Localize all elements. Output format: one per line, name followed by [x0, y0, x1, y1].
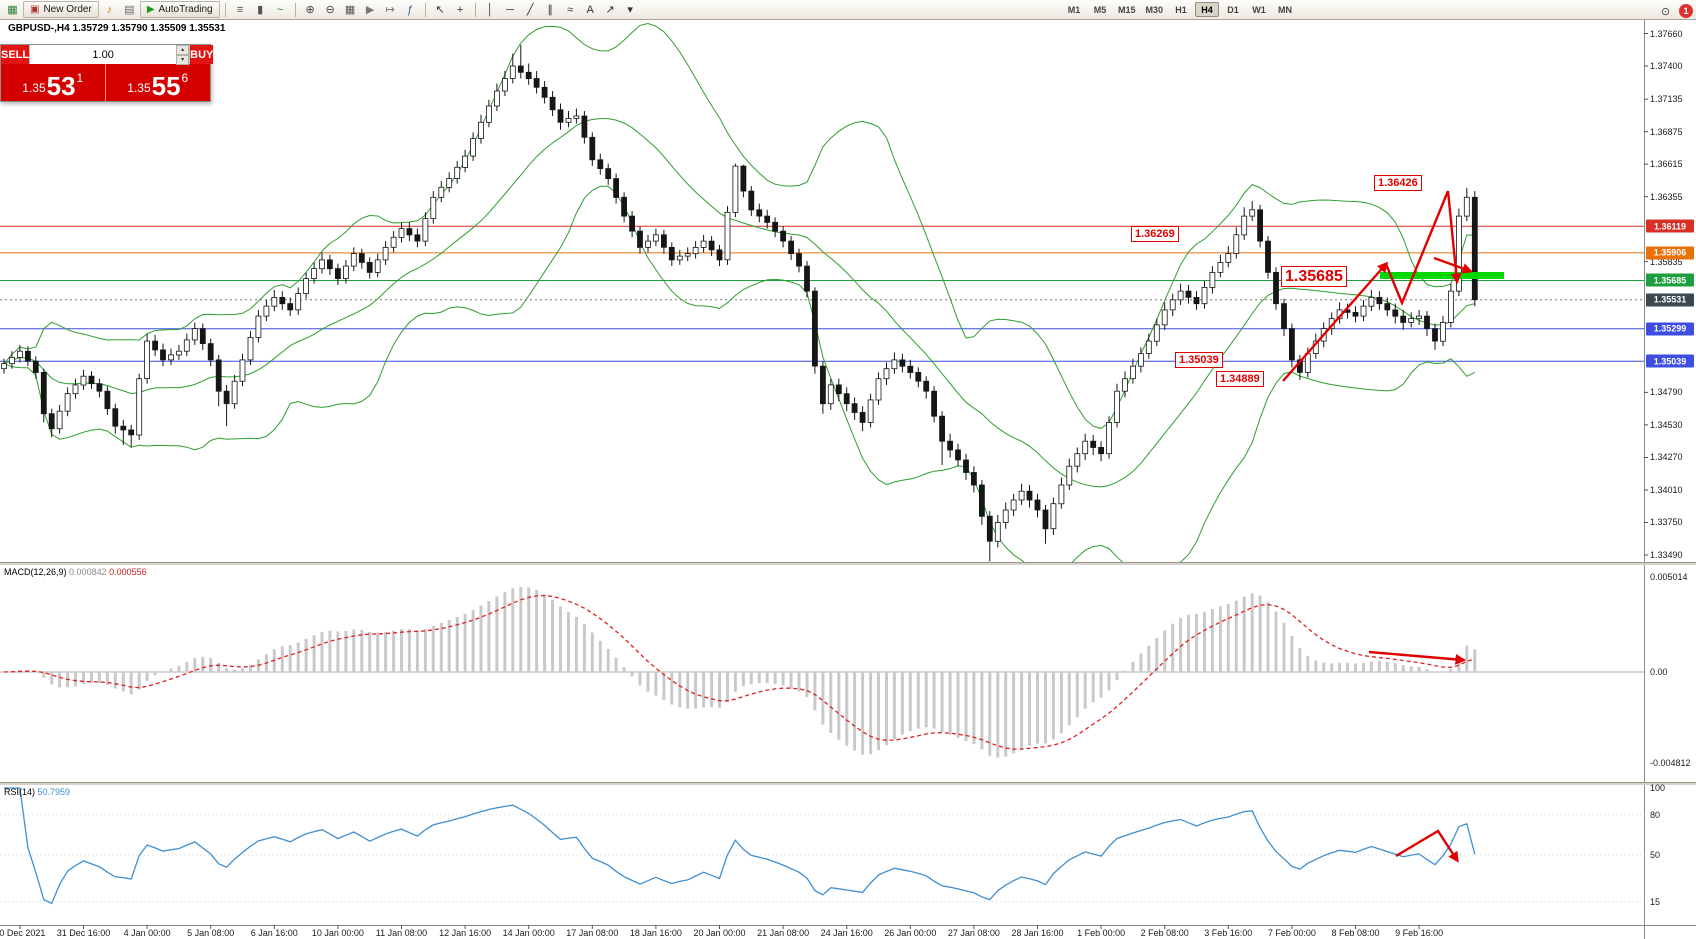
volume-input[interactable] [30, 45, 177, 64]
timeframe-button-m15[interactable]: M15 [1118, 4, 1136, 15]
timeframe-button-mn[interactable]: MN [1278, 4, 1293, 15]
toolbar-left-group: ▦ ▣ New Order ♪ ▤ ▶ AutoTrading ≡ ▮ ~ ⊕ ⊖ ▦ ▶ ↦ ƒ ↖ + │ ─ ╱ ∥… [3, 1, 640, 18]
rsi-label: RSI(14) 50.7959 [4, 787, 71, 797]
trend-arrow-macd[interactable] [1368, 650, 1467, 665]
autotrading-button[interactable]: ▶ AutoTrading [139, 1, 220, 18]
main-chart-layer [0, 22, 1644, 562]
macd-layer [0, 586, 1644, 758]
toolbar-right-icons: ⊙ [1656, 3, 1675, 19]
crosshair-icon[interactable]: + [456, 3, 464, 16]
new-order-button[interactable]: ▣ New Order [23, 1, 99, 18]
new-chart-icon[interactable]: ▦ [7, 4, 18, 16]
annotation-price-label[interactable]: 1.35039 [1175, 352, 1223, 368]
timeframe-button-h1[interactable]: H1 [1175, 4, 1187, 15]
line-chart-icon[interactable]: ~ [276, 3, 284, 16]
bollinger-upper-line [3, 22, 1475, 429]
bollinger-middle-line [3, 118, 1475, 488]
rsi-line [4, 787, 1476, 905]
sell-price-big: 53 [46, 71, 76, 101]
trend-arrow-rsi[interactable] [1395, 829, 1459, 863]
auto-scroll-icon[interactable]: ▶ [365, 4, 375, 16]
trend-arrow-main[interactable] [1433, 256, 1474, 274]
annotation-price-label[interactable]: 1.36269 [1131, 226, 1179, 242]
volume-up-button[interactable]: ▴ [176, 45, 190, 55]
toolbar-separator [474, 2, 476, 17]
sell-price-button[interactable]: 1.35 53 1 [1, 64, 106, 101]
shapes-dropdown-icon[interactable]: ▾ [627, 4, 633, 16]
symbol-info: GBPUSD-,H4 1.35729 1.35790 1.35509 1.355… [8, 23, 226, 34]
tile-windows-icon[interactable]: ▦ [344, 4, 356, 16]
timeframe-button-m1[interactable]: M1 [1067, 4, 1081, 15]
volume-down-button[interactable]: ▾ [176, 55, 190, 65]
sell-price-prefix: 1.35 [22, 81, 46, 95]
zoom-in-icon[interactable]: ⊕ [305, 4, 315, 16]
sell-button[interactable]: SELL [1, 45, 30, 64]
trendline-icon[interactable]: ╱ [526, 4, 534, 16]
rsi-layer [0, 787, 1644, 905]
buy-price-sup: 6 [181, 71, 189, 85]
vertical-line-icon[interactable]: │ [486, 3, 494, 16]
new-order-button-label: New Order [43, 4, 92, 15]
notification-badge[interactable]: 1 [1679, 4, 1693, 18]
text-label-icon[interactable]: A [586, 3, 594, 16]
sell-price-sup: 1 [76, 71, 84, 85]
autotrading-button-icon: ▶ [146, 4, 155, 15]
buy-price-prefix: 1.35 [127, 81, 151, 95]
autotrading-button-label: AutoTrading [158, 4, 213, 15]
indicators-icon[interactable]: ƒ [407, 3, 414, 16]
annotation-price-label[interactable]: 1.35685 [1281, 266, 1347, 287]
zoom-out-icon[interactable]: ⊖ [325, 4, 335, 16]
panel-separator-macd-rsi[interactable] [0, 782, 1696, 785]
timeframe-button-m5[interactable]: M5 [1093, 4, 1107, 15]
sound-icon[interactable]: ♪ [106, 3, 113, 16]
toolbar-separator [294, 2, 296, 17]
trend-arrow-main[interactable] [1384, 190, 1450, 307]
toolbar-separator [224, 2, 226, 17]
macd-signal-line [3, 594, 1475, 750]
chart-shift-icon[interactable]: ↦ [385, 4, 395, 16]
search-icon[interactable]: ⊙ [1660, 5, 1671, 18]
buy-price-big: 55 [151, 71, 181, 101]
bar-chart-icon[interactable]: ≡ [236, 3, 244, 16]
trend-arrow-main[interactable] [1446, 190, 1462, 285]
toolbar: ▦ ▣ New Order ♪ ▤ ▶ AutoTrading ≡ ▮ ~ ⊕ ⊖ ▦ ▶ ↦ ƒ ↖ + │ ─ ╱ ∥… [0, 0, 1696, 20]
green-highlight-bar[interactable] [1380, 272, 1504, 279]
equidistant-channel-icon[interactable]: ∥ [547, 4, 553, 16]
timeframe-button-m30[interactable]: M30 [1145, 4, 1164, 15]
candlestick-chart-icon[interactable]: ▮ [257, 4, 264, 16]
macd-label: MACD(12,26,9) 0.000842 0.000556 [4, 567, 147, 577]
trend-arrow-main[interactable] [1282, 261, 1389, 382]
horizontal-line-icon[interactable]: ─ [506, 3, 515, 16]
annotation-price-label[interactable]: 1.36426 [1374, 175, 1422, 191]
volume-box: ▴ ▾ [29, 45, 191, 65]
buy-price-button[interactable]: 1.35 55 6 [106, 64, 211, 101]
cursor-icon[interactable]: ↖ [435, 4, 445, 16]
buy-button[interactable]: BUY [190, 45, 214, 64]
toolbar-right-group: ⊙ 1 [1656, 3, 1693, 19]
timeframe-button-h4[interactable]: H4 [1195, 2, 1220, 17]
timeframe-toolbar: M1 M5 M15 M30 H1 H4 D1 W1 MN [1062, 2, 1297, 17]
timeframe-button-d1[interactable]: D1 [1227, 4, 1239, 15]
profiles-icon[interactable]: ▤ [124, 4, 135, 16]
timeframe-button-w1[interactable]: W1 [1252, 4, 1266, 15]
fibonacci-icon[interactable]: ≈ [567, 3, 574, 16]
bollinger-lower-line [3, 185, 1476, 562]
arrows-tool-icon[interactable]: ↗ [605, 4, 615, 16]
panel-separator-main-macd[interactable] [0, 562, 1696, 565]
new-order-button-icon: ▣ [30, 4, 40, 15]
annotation-price-label[interactable]: 1.34889 [1216, 371, 1264, 387]
toolbar-separator [424, 2, 426, 17]
one-click-trading-panel[interactable]: SELL ▴ ▾ BUY 1.35 53 1 1.35 55 6 [0, 44, 214, 102]
candles [1, 44, 1478, 562]
